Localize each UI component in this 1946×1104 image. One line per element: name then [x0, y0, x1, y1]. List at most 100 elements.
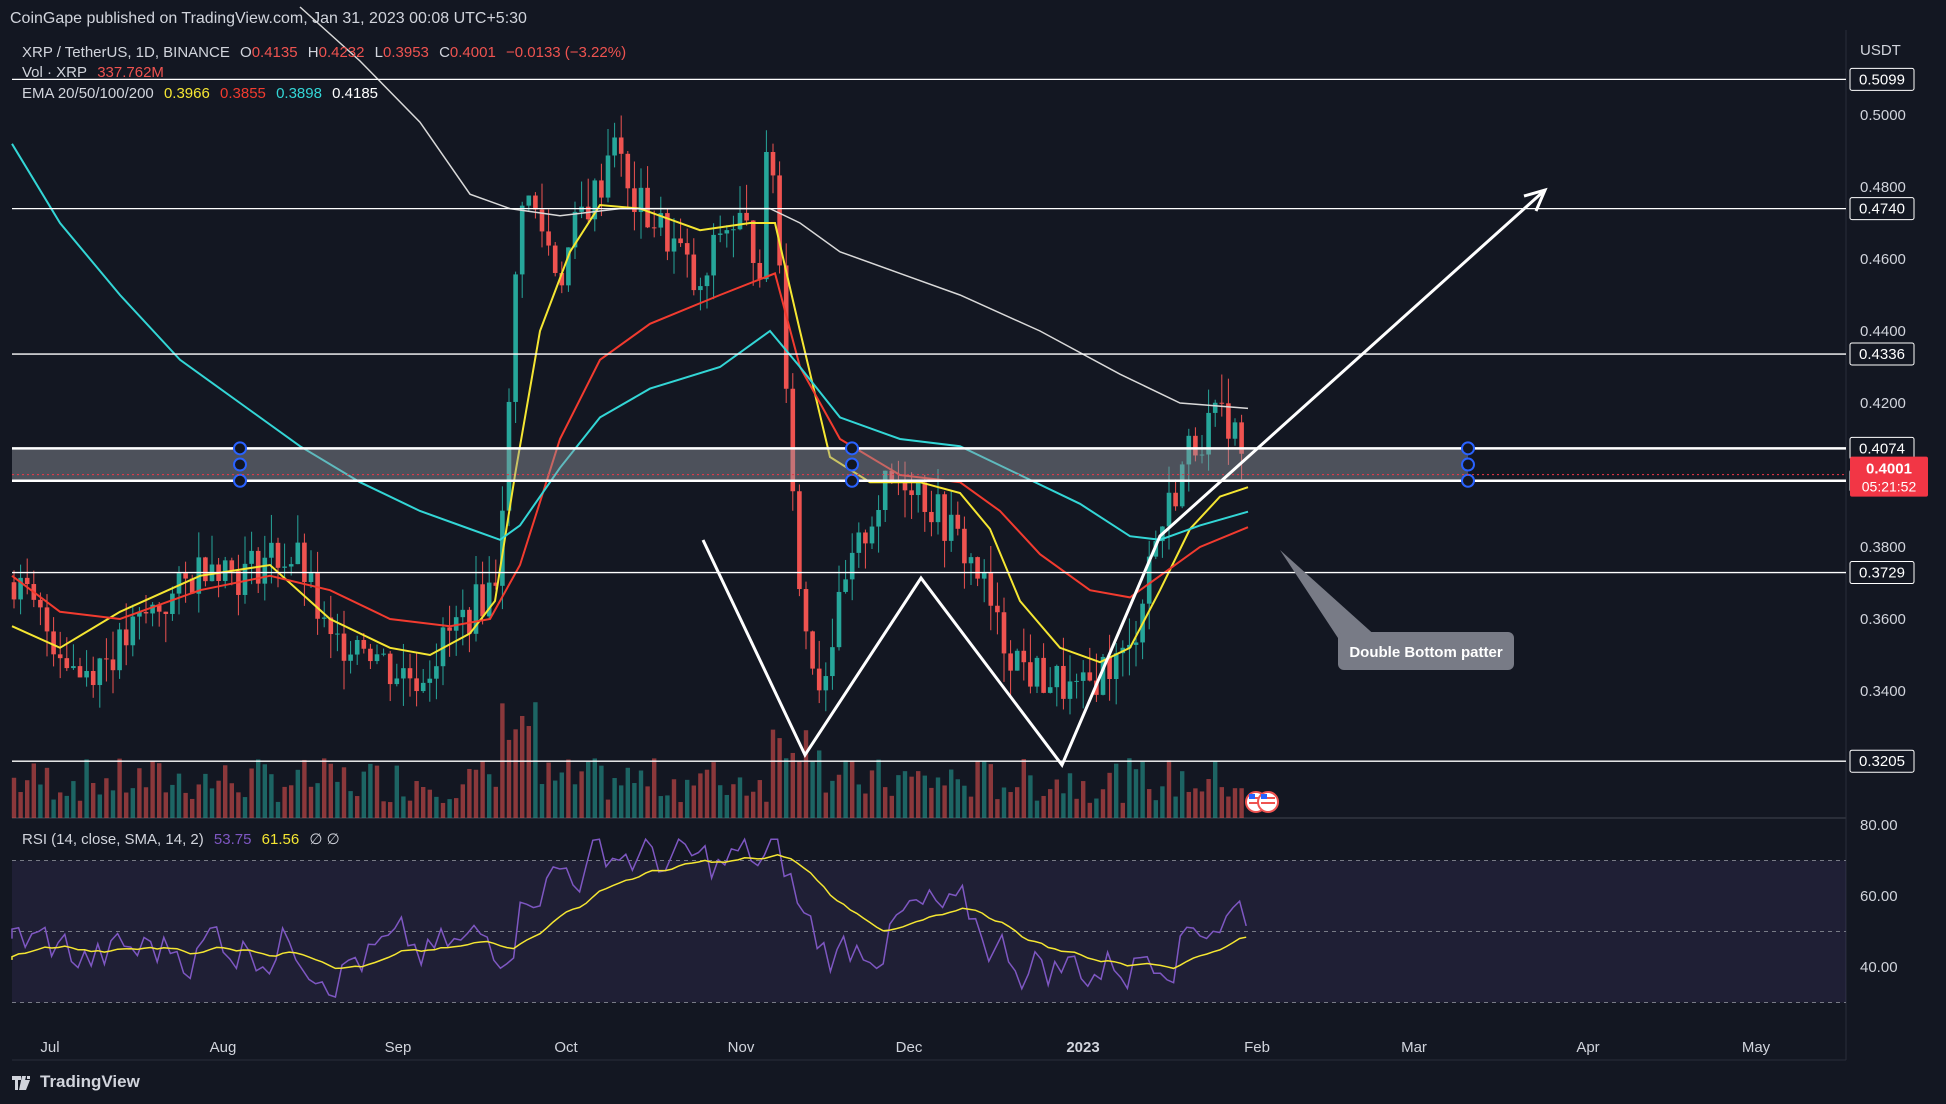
candle-body — [942, 494, 947, 541]
candle-body — [750, 220, 756, 263]
volume-bar — [388, 802, 393, 818]
candle-body — [1100, 656, 1106, 695]
candle-body — [612, 137, 617, 156]
volume-bar — [988, 764, 993, 818]
volume-bar — [460, 784, 465, 818]
candle-body — [84, 670, 89, 678]
volume-bar — [209, 788, 215, 818]
candle-body — [453, 617, 459, 631]
rsi-axis-tick: 80.00 — [1860, 817, 1898, 834]
candle-body — [1212, 402, 1218, 413]
volume-bar — [150, 761, 155, 818]
candle-body — [711, 234, 716, 276]
level-price-tag-label: 0.4074 — [1859, 440, 1905, 457]
volume-bar — [883, 787, 888, 818]
volume-bar — [203, 773, 208, 818]
volume-bar — [262, 764, 267, 818]
rsi-axis-tick: 60.00 — [1860, 888, 1898, 905]
volume-bar — [183, 792, 188, 818]
x-tick-label: Feb — [1244, 1039, 1270, 1056]
volume-bar — [1028, 775, 1033, 818]
zone-handle — [1461, 441, 1475, 456]
volume-bar — [374, 765, 380, 818]
candle-body — [764, 152, 769, 280]
volume-bar — [982, 761, 987, 818]
candle-body — [605, 155, 611, 198]
volume-bar — [64, 795, 69, 818]
volume-bar — [625, 767, 630, 818]
volume-bar — [97, 794, 102, 818]
candle-body — [203, 557, 208, 582]
candle-body — [856, 532, 862, 553]
candle-body — [302, 542, 307, 583]
candle-body — [275, 542, 281, 568]
candle-body — [262, 557, 268, 584]
candle-body — [57, 654, 63, 659]
candle-body — [1047, 687, 1053, 693]
volume-bar — [394, 765, 399, 818]
price-axis-tick: 0.4400 — [1860, 323, 1906, 340]
candle-body — [249, 550, 254, 564]
volume-bar — [942, 785, 947, 818]
candle-body — [975, 557, 980, 579]
volume-bar — [843, 760, 848, 818]
volume-bar — [1048, 789, 1053, 818]
candle-body — [170, 593, 175, 614]
volume-bar — [929, 787, 934, 818]
candle-body — [559, 272, 565, 286]
volume-bar — [38, 784, 43, 818]
candle-body — [1061, 665, 1066, 699]
volume-bar — [1133, 769, 1139, 818]
volume-bar — [137, 768, 142, 818]
candle-body — [24, 577, 30, 585]
candle-body — [618, 137, 624, 154]
volume-bar — [1067, 773, 1073, 818]
volume-bar — [869, 770, 875, 818]
volume-bar — [678, 802, 683, 818]
volume-bar — [1094, 798, 1099, 818]
candle-body — [321, 617, 327, 619]
volume-bar — [638, 770, 644, 818]
volume-bar — [110, 790, 116, 818]
candle-body — [486, 582, 492, 617]
volume-bar — [328, 763, 333, 818]
candle-body — [18, 577, 23, 600]
volume-bar — [896, 775, 901, 818]
volume-bar — [84, 759, 89, 818]
rsi-sma-value: 61.56 — [261, 831, 300, 848]
volume-bar — [1107, 772, 1112, 818]
volume-bar — [1140, 761, 1145, 818]
candle-body — [269, 542, 274, 558]
volume-bar — [480, 761, 485, 818]
zone-handle — [233, 473, 247, 488]
candle-body — [1199, 454, 1205, 456]
candle-body — [579, 206, 584, 212]
zone-handle — [845, 457, 859, 472]
tradingview-branding[interactable]: TradingView — [12, 1072, 140, 1092]
ohlc-high: H0.4232 — [307, 44, 365, 61]
volume-bar — [823, 792, 828, 818]
candle-body — [823, 676, 829, 691]
candle-body — [51, 631, 56, 655]
x-tick-label: May — [1742, 1039, 1771, 1056]
volume-bar — [731, 784, 736, 818]
candle-body — [229, 560, 235, 572]
volume-bar — [962, 785, 967, 818]
us-flag-icon[interactable] — [1257, 791, 1279, 813]
ema-label: EMA 20/50/100/200 — [22, 85, 154, 102]
rsi-axis-tick: 40.00 — [1860, 959, 1898, 976]
ohlc-close: C0.4001 — [439, 44, 496, 61]
candle-body — [797, 491, 802, 590]
volume-bar — [176, 773, 182, 818]
candle-body — [407, 668, 413, 679]
candle-body — [744, 212, 749, 221]
level-price-tag-label: 0.4336 — [1859, 346, 1905, 363]
candle-body — [955, 514, 961, 529]
publisher-header: CoinGape published on TradingView.com, J… — [10, 10, 527, 27]
rsi-label: RSI (14, close, SMA, 14, 2) — [22, 831, 204, 848]
candle-body — [803, 589, 809, 632]
volume-bar — [1061, 793, 1066, 818]
candle-body — [1008, 653, 1013, 671]
candle-body — [189, 578, 195, 594]
